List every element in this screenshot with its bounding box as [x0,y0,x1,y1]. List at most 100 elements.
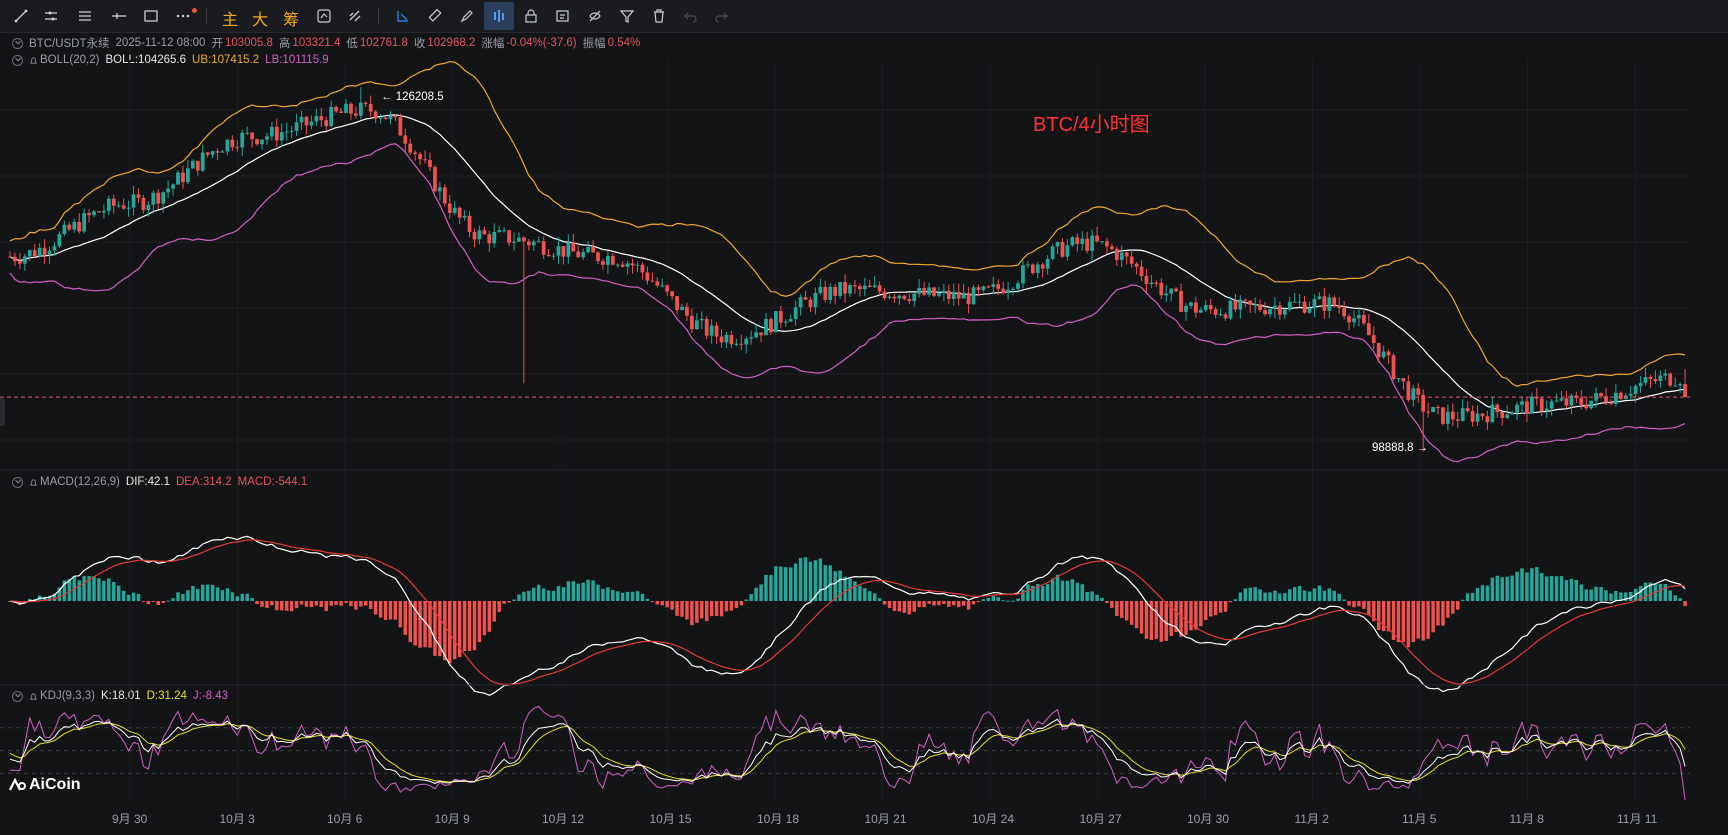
candle-body [8,256,12,258]
macd-bar [334,601,338,605]
more-icon[interactable] [168,0,198,32]
macd-bar [176,592,180,601]
candle-body [1406,381,1411,400]
candle-body [1668,373,1673,386]
candle-body [22,256,27,264]
candle-body [368,103,373,112]
macd-bar [1292,587,1297,601]
brush-icon[interactable] [452,0,482,32]
candle-body [72,221,77,230]
candle-body [1090,235,1094,251]
macd-bar [97,578,101,601]
macd-bar [709,601,714,617]
candle-body [442,187,447,204]
macd-bar [566,581,571,601]
x-axis-label: 10月 3 [219,812,255,826]
hide-icon[interactable] [580,0,610,32]
measure-icon[interactable] [340,0,370,32]
macd-bar [986,597,991,601]
candle-body [1144,276,1149,284]
candle-body [729,334,734,345]
large-order-button[interactable]: 大 [252,10,269,29]
macd-bar [368,601,373,610]
lock-icon[interactable] [516,0,546,32]
candle-body [1282,309,1287,315]
candle-body [803,297,808,300]
candle-body [1307,308,1312,313]
collapse-icon[interactable] [12,690,23,702]
collapse-icon[interactable] [12,476,23,488]
collapse-icon[interactable] [12,37,23,49]
candle-body [1396,378,1401,380]
kdj-legend: KDJ(9,3,3) K:18.01 D:31.24 J:-8.43 [12,690,234,702]
bell-icon[interactable] [29,692,38,701]
candle-body [606,256,610,265]
macd-bar [230,592,235,601]
macd-bar [497,601,501,612]
macd-bar [72,576,76,601]
horizontal-ray-icon[interactable] [36,0,66,32]
macd-bar [759,584,763,601]
undo-icon[interactable] [676,0,706,32]
main-chart-button[interactable]: 主 [222,10,239,29]
macd-bar [704,601,709,622]
bell-icon[interactable] [29,56,38,65]
macd-bar [670,601,674,610]
redo-icon[interactable] [706,0,736,32]
candle-body [951,291,956,299]
candle-body [1362,314,1366,324]
macd-bar [1530,568,1534,601]
candle-body [452,207,457,213]
candle-body [635,264,640,266]
macd-bar [1446,601,1450,618]
macd-bar [1258,589,1262,601]
candle-body [1604,396,1608,403]
horizontal-line-icon[interactable] [104,0,134,32]
macd-bar [304,601,309,607]
macd-bar [1159,601,1164,642]
macd-bar [359,601,363,607]
ruler-icon[interactable] [420,0,450,32]
candle-body [225,139,230,152]
side-panel-toggle[interactable] [0,398,5,426]
candle-body [363,102,368,104]
candle-body [1416,388,1421,395]
candle-body [813,292,818,308]
candle-body [858,286,862,290]
line-tool-icon[interactable] [6,0,36,32]
macd-bar [215,587,220,601]
macd-bar [1673,595,1677,601]
rectangle-icon[interactable] [136,0,166,32]
parallel-lines-icon[interactable] [70,0,100,32]
candle-body [853,285,857,287]
candle-body [576,251,581,258]
macd-bar [1194,601,1198,630]
candle-body [329,106,334,126]
candle-body [1648,377,1653,379]
macd-bar [719,601,724,617]
kdj-name: KDJ(9,3,3) [40,690,95,702]
candle-body [517,237,521,242]
macd-bar [121,590,126,601]
magnet-icon[interactable] [484,2,514,30]
macd-bar [205,584,210,601]
candle-body [1119,252,1124,260]
collapse-icon[interactable] [12,54,23,66]
candle-body [215,151,220,153]
macd-bar [1628,592,1633,601]
trash-icon[interactable] [644,0,674,32]
candle-body [176,172,180,185]
price-legend: BTC/USDT永续 2025-11-12 08:00 开 103005.8 高… [12,35,646,51]
macd-bar [1470,592,1475,601]
filter-icon[interactable] [612,0,642,32]
candle-body [156,192,161,204]
candle-body [1544,408,1549,412]
select-tool-icon[interactable] [388,0,418,32]
macd-bar [966,601,971,610]
macd-bar [591,580,595,601]
price-note-icon[interactable] [309,0,339,32]
chips-button[interactable]: 筹 [283,10,300,29]
bell-icon[interactable] [29,478,38,487]
layers-icon[interactable] [548,0,578,32]
macd-bar [1115,601,1119,617]
